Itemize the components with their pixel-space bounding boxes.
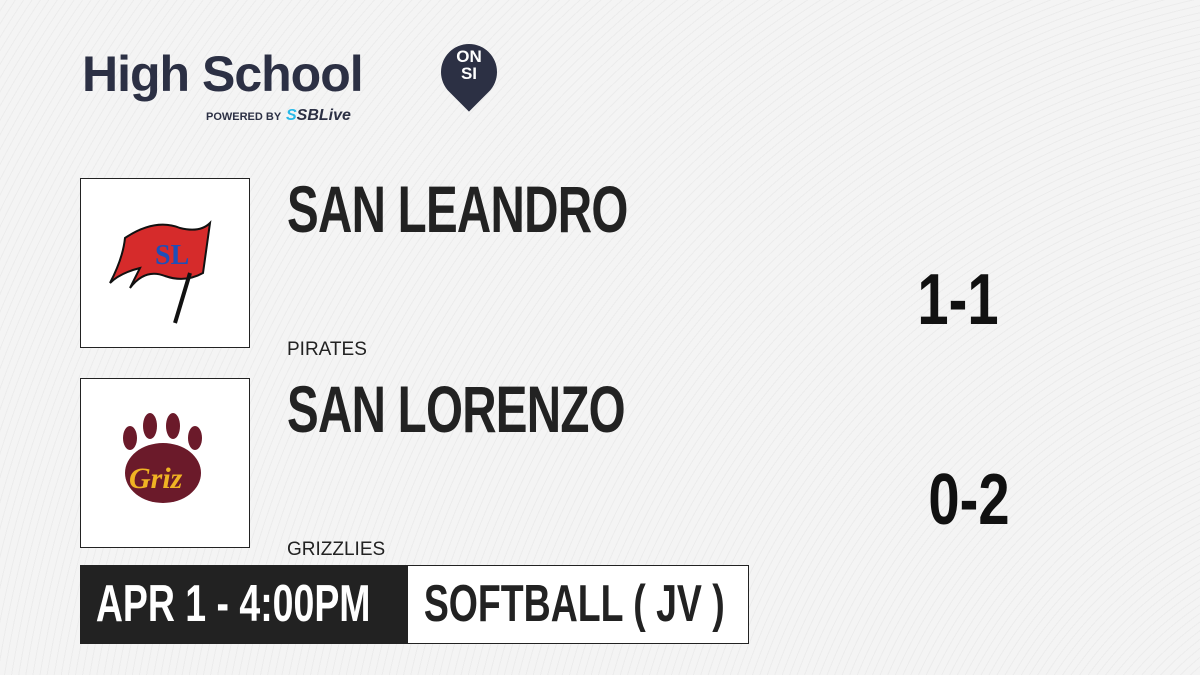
team-record: 1-1 (917, 260, 999, 340)
team-record: 0-2 (928, 460, 1010, 540)
svg-text:SL: SL (155, 240, 189, 271)
team-name: SAN LORENZO (287, 372, 626, 446)
powered-by-label: POWERED BY (206, 111, 282, 123)
team-logo-san-lorenzo: Griz (80, 378, 250, 548)
sblive-logo: SSBLive (286, 107, 351, 124)
team-mascot: PIRATES (287, 339, 367, 360)
brand-badge: ON SI (456, 47, 482, 83)
game-datetime: APR 1 - 4:00PM (80, 565, 407, 644)
bear-paw-logo-icon: Griz (123, 413, 202, 503)
brand-title: High School (82, 46, 364, 102)
team-logo-san-leandro: SL (80, 178, 250, 348)
svg-text:Griz: Griz (129, 462, 183, 495)
team-mascot: GRIZZLIES (287, 539, 386, 560)
pirate-flag-logo-icon: SL (109, 220, 212, 324)
game-sport: SOFTBALL ( JV ) (407, 565, 749, 644)
team-name: SAN LEANDRO (287, 172, 628, 246)
